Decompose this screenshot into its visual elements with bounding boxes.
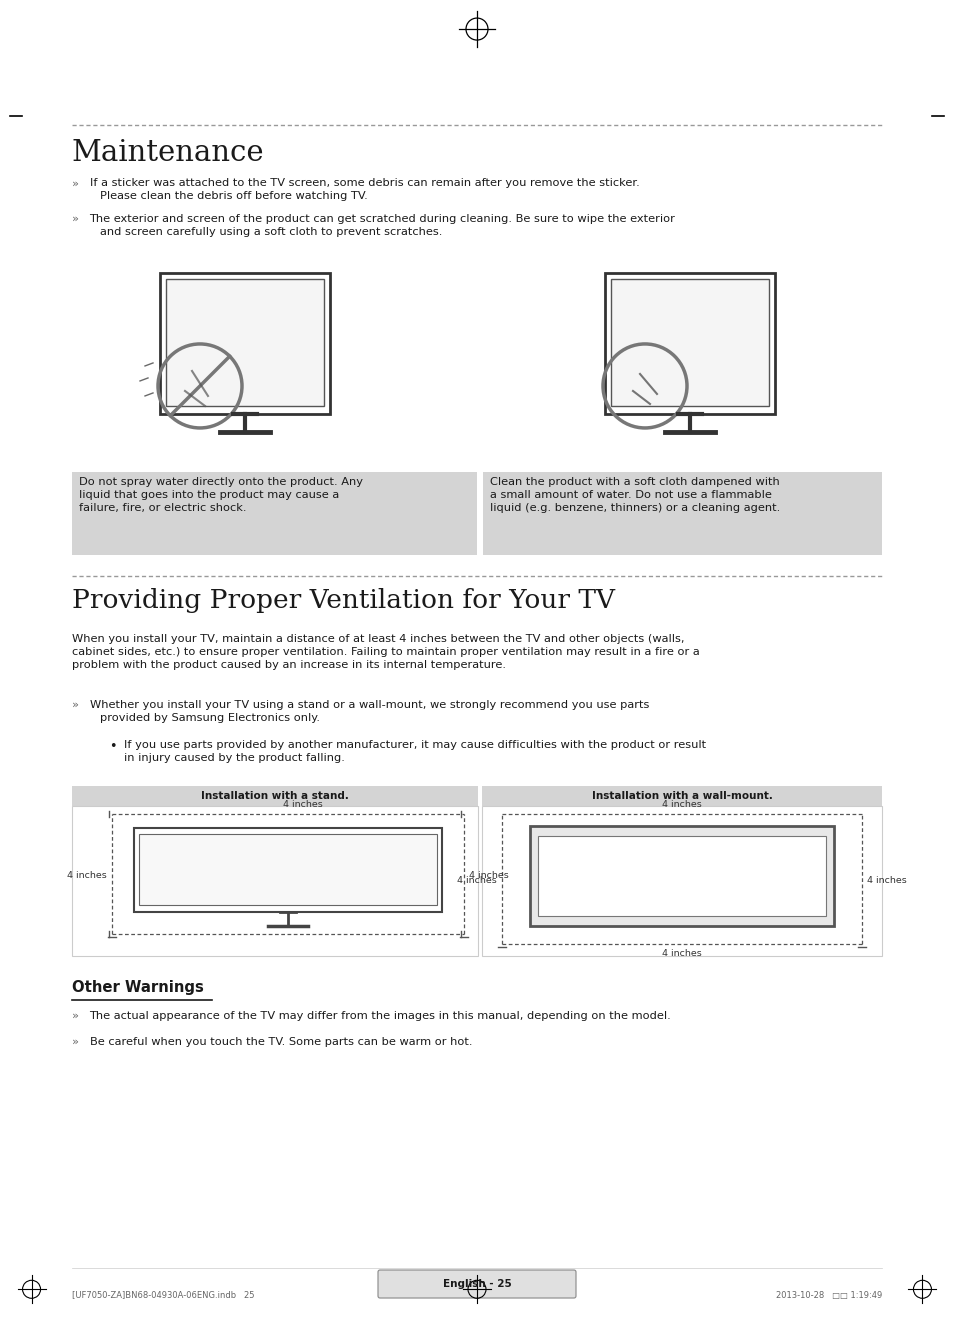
Text: 4 inches: 4 inches	[283, 801, 322, 808]
Text: problem with the product caused by an increase in its internal temperature.: problem with the product caused by an in…	[71, 660, 505, 670]
Bar	[530, 826, 834, 926]
Bar	[160, 272, 330, 413]
Text: 4 inches: 4 inches	[456, 877, 497, 885]
Text: in injury caused by the product falling.: in injury caused by the product falling.	[124, 753, 344, 762]
Text: 2013-10-28   □□ 1:19:49: 2013-10-28 □□ 1:19:49	[776, 1291, 882, 1300]
Bar	[71, 806, 477, 956]
Text: The actual appearance of the TV may differ from the images in this manual, depen: The actual appearance of the TV may diff…	[90, 1011, 671, 1021]
Bar	[71, 786, 477, 806]
Text: The exterior and screen of the product can get scratched during cleaning. Be sur: The exterior and screen of the product c…	[90, 214, 675, 225]
Text: If you use parts provided by another manufacturer, it may cause difficulties wit: If you use parts provided by another man…	[124, 740, 705, 750]
Text: »: »	[71, 700, 78, 711]
Text: English - 25: English - 25	[442, 1279, 511, 1289]
Bar	[604, 272, 774, 413]
Text: [UF7050-ZA]BN68-04930A-06ENG.indb   25: [UF7050-ZA]BN68-04930A-06ENG.indb 25	[71, 1291, 253, 1300]
Text: Other Warnings: Other Warnings	[71, 980, 203, 995]
Bar	[71, 472, 476, 555]
Text: »: »	[71, 1011, 78, 1021]
Text: Maintenance: Maintenance	[71, 139, 264, 166]
Text: Clean the product with a soft cloth dampened with
a small amount of water. Do no: Clean the product with a soft cloth damp…	[490, 477, 780, 513]
Text: Do not spray water directly onto the product. Any
liquid that goes into the prod: Do not spray water directly onto the pro…	[78, 477, 362, 513]
Text: 4 inches: 4 inches	[661, 948, 701, 958]
Text: 4 inches: 4 inches	[67, 872, 107, 881]
Text: Installation with a wall-mount.: Installation with a wall-mount.	[591, 791, 772, 801]
Text: 4 inches: 4 inches	[661, 801, 701, 808]
Text: Be careful when you touch the TV. Some parts can be warm or hot.: Be careful when you touch the TV. Some p…	[90, 1037, 472, 1048]
Text: If a sticker was attached to the TV screen, some debris can remain after you rem: If a sticker was attached to the TV scre…	[90, 178, 639, 189]
Text: cabinet sides, etc.) to ensure proper ventilation. Failing to maintain proper ve: cabinet sides, etc.) to ensure proper ve…	[71, 647, 699, 657]
Bar	[610, 279, 768, 406]
Bar	[481, 806, 882, 956]
Bar	[138, 834, 436, 905]
Text: When you install your TV, maintain a distance of at least 4 inches between the T: When you install your TV, maintain a dis…	[71, 634, 683, 645]
Text: 4 inches: 4 inches	[866, 877, 906, 885]
Text: »: »	[71, 178, 78, 189]
Bar	[166, 279, 324, 406]
Text: Providing Proper Ventilation for Your TV: Providing Proper Ventilation for Your TV	[71, 588, 614, 613]
FancyBboxPatch shape	[377, 1269, 576, 1299]
Bar	[481, 786, 882, 806]
Text: and screen carefully using a soft cloth to prevent scratches.: and screen carefully using a soft cloth …	[99, 227, 441, 236]
Text: Installation with a stand.: Installation with a stand.	[201, 791, 349, 801]
Text: •: •	[110, 740, 117, 753]
Text: 4 inches: 4 inches	[469, 872, 508, 881]
Text: »: »	[71, 1037, 78, 1048]
Bar	[537, 836, 825, 915]
Bar	[482, 472, 882, 555]
Text: Whether you install your TV using a stand or a wall-mount, we strongly recommend: Whether you install your TV using a stan…	[90, 700, 648, 711]
Text: »: »	[71, 214, 78, 225]
Text: Please clean the debris off before watching TV.: Please clean the debris off before watch…	[99, 192, 367, 201]
Bar	[133, 828, 441, 911]
Text: provided by Samsung Electronics only.: provided by Samsung Electronics only.	[99, 713, 319, 723]
